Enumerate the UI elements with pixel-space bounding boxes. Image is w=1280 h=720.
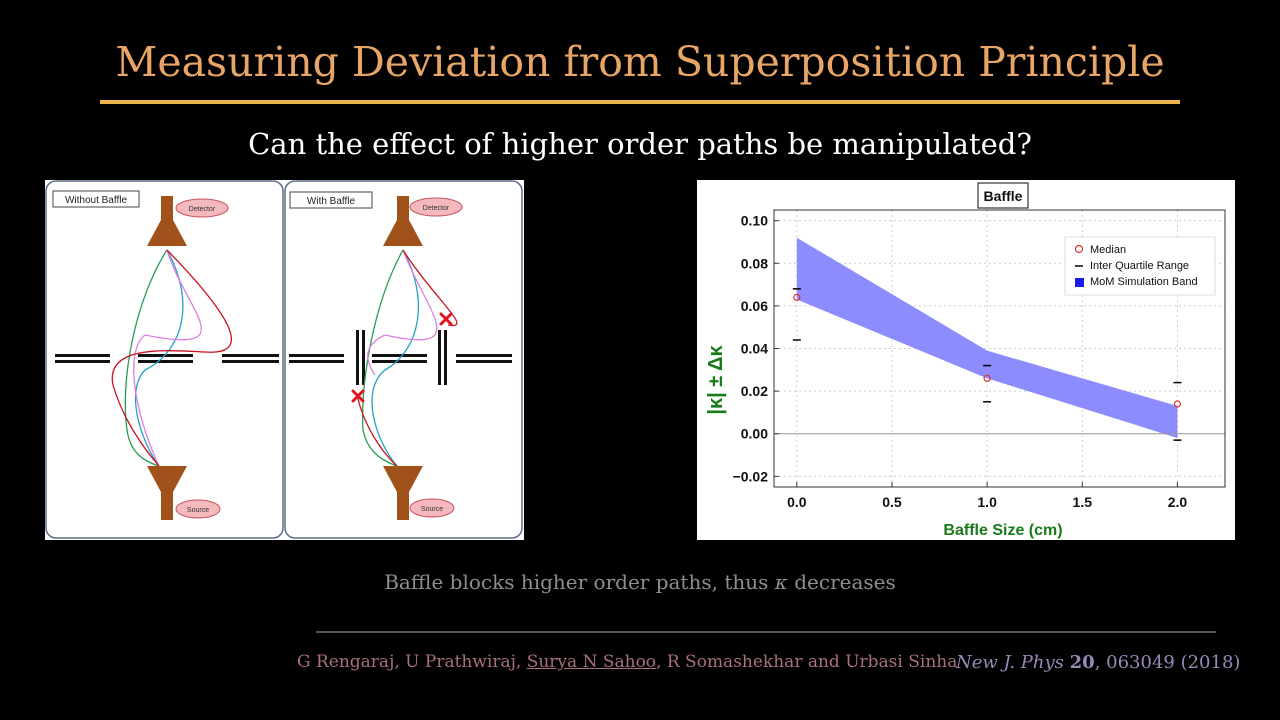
slide-caption: Baffle blocks higher order paths, thus κ… xyxy=(0,570,1280,594)
legend-band: MoM Simulation Band xyxy=(1090,276,1198,288)
citation-authors: G Rengaraj, U Prathwiraj, Surya N Sahoo,… xyxy=(297,652,957,672)
footer-rule xyxy=(316,631,1216,633)
baffle-chart: 0.0 0.5 1.0 1.5 2.0 −0.02 0.00 0.02 0.04 0.06 0.0… xyxy=(697,180,1235,540)
chart-title-box xyxy=(977,182,1029,209)
panel-label-without: Without Baffle xyxy=(65,195,128,206)
panel-label-with: With Baffle xyxy=(307,196,356,207)
x-axis-label: Baffle Size (cm) xyxy=(943,522,1062,539)
panel-with-baffle: With Baffle Detector Sour xyxy=(284,180,523,539)
caption-text-pre: Baffle blocks higher order paths, thus xyxy=(384,570,775,594)
source-label-right: Source xyxy=(421,506,443,513)
median-points xyxy=(793,293,1182,408)
caption-kappa: κ xyxy=(774,570,788,594)
y-tick-label: 0.08 xyxy=(741,255,768,271)
slide-title: Measuring Deviation from Superposition P… xyxy=(115,38,1165,86)
author-list-a: G Rengaraj, U Prathwiraj, xyxy=(297,652,527,672)
x-tick-label: 1.0 xyxy=(977,494,997,510)
citation-journal: New J. Phys 20, 063049 (2018) xyxy=(956,652,1240,673)
iqr-marks xyxy=(792,288,1182,441)
y-tick-label: 0.04 xyxy=(741,341,768,357)
x-tick-label: 2.0 xyxy=(1168,494,1188,510)
y-tick-label: 0.06 xyxy=(741,298,768,314)
x-tick-label: 1.5 xyxy=(1073,494,1093,510)
y-tick-label: 0.00 xyxy=(741,426,768,442)
detector-label-left: Detector xyxy=(189,206,216,213)
legend-median: Median xyxy=(1090,244,1126,256)
y-axis-ticks: −0.02 0.00 0.02 0.04 0.06 0.08 0.10 xyxy=(733,213,779,484)
title-underline xyxy=(100,100,1180,104)
author-list-c: , R Somashekhar and Urbasi Sinha xyxy=(656,652,958,672)
legend-iqr: Inter Quartile Range xyxy=(1090,260,1189,272)
journal-ref: , 063049 (2018) xyxy=(1094,652,1241,673)
legend: Median Inter Quartile Range MoM Simulati… xyxy=(1064,236,1216,296)
y-axis-label: |κ| ± Δκ xyxy=(705,345,727,415)
y-tick-label: 0.02 xyxy=(741,383,768,399)
slide-subtitle: Can the effect of higher order paths be … xyxy=(248,127,1032,161)
caption-text-post: decreases xyxy=(787,570,896,594)
journal-volume: 20 xyxy=(1069,652,1095,673)
x-tick-label: 0.5 xyxy=(882,494,902,510)
author-highlight[interactable]: Surya N Sahoo xyxy=(526,652,657,672)
journal-name: New J. Phys xyxy=(956,652,1064,673)
y-tick-label: 0.10 xyxy=(741,213,768,229)
legend-median-marker xyxy=(1074,244,1084,254)
detector-label-right: Detector xyxy=(423,205,450,212)
chart-svg: 0.0 0.5 1.0 1.5 2.0 −0.02 0.00 0.02 0.04 0.06 0.0… xyxy=(705,182,1226,539)
chart-title: Baffle xyxy=(984,188,1023,204)
simulation-band xyxy=(796,237,1178,438)
source-label-left: Source xyxy=(187,507,209,514)
interference-diagram: Without Baffle Detector Source With Baff… xyxy=(45,180,524,540)
median-point xyxy=(1173,400,1182,408)
panel-without-baffle: Without Baffle Detector Source xyxy=(45,180,284,539)
y-tick-label: −0.02 xyxy=(733,468,769,484)
diagram-svg: Without Baffle Detector Source With Baff… xyxy=(45,180,523,539)
x-tick-label: 0.0 xyxy=(787,494,807,510)
x-axis-ticks: 0.0 0.5 1.0 1.5 2.0 xyxy=(787,482,1187,510)
legend-band-marker xyxy=(1075,278,1084,287)
median-point xyxy=(793,293,801,301)
median-point xyxy=(983,374,991,382)
